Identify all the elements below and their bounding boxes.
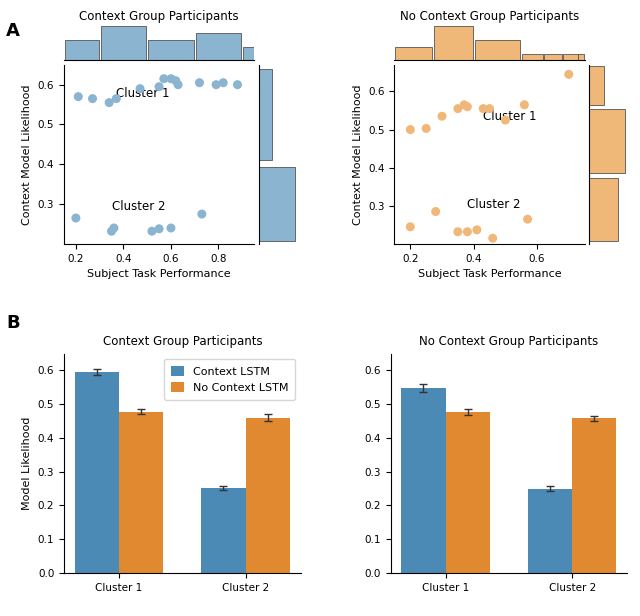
Point	[522, 214, 532, 224]
Bar	[65, 40, 99, 60]
Legend: Context LSTM, No Context LSTM: Context LSTM, No Context LSTM	[164, 359, 295, 400]
Title: No Context Group Participants: No Context Group Participants	[400, 10, 579, 23]
Point	[500, 115, 511, 125]
Point	[431, 206, 441, 216]
Point	[452, 227, 463, 237]
Bar	[445, 412, 490, 573]
Point	[405, 222, 415, 232]
Bar	[433, 26, 473, 60]
Point	[171, 76, 181, 86]
Bar	[475, 40, 520, 60]
Bar	[401, 388, 445, 573]
Bar	[522, 54, 543, 60]
Bar	[396, 47, 431, 60]
Y-axis label: Context Model Likelihood: Context Model Likelihood	[353, 84, 363, 225]
Point	[462, 102, 472, 111]
Point	[88, 94, 98, 103]
Point	[484, 103, 495, 113]
Bar	[202, 488, 246, 573]
Point	[421, 123, 431, 133]
Point	[173, 79, 183, 89]
Bar	[528, 488, 572, 573]
X-axis label: Subject Task Performance: Subject Task Performance	[87, 269, 231, 279]
Bar	[75, 372, 119, 573]
Point	[218, 78, 228, 87]
Point	[405, 124, 415, 134]
Point	[459, 100, 469, 110]
Point	[71, 213, 81, 223]
Bar	[246, 418, 290, 573]
Point	[196, 209, 207, 219]
Title: Context Group Participants: Context Group Participants	[102, 335, 262, 348]
Bar	[148, 40, 193, 60]
Y-axis label: Model Likelihood: Model Likelihood	[22, 416, 32, 510]
Point	[154, 224, 164, 233]
Point	[166, 223, 176, 233]
Text: B: B	[6, 314, 20, 332]
Bar	[589, 67, 604, 105]
Point	[519, 100, 529, 110]
Title: No Context Group Participants: No Context Group Participants	[419, 335, 598, 348]
Point	[211, 79, 221, 89]
Point	[135, 84, 145, 94]
Bar	[589, 110, 625, 172]
Point	[452, 103, 463, 113]
Text: Cluster 2: Cluster 2	[467, 198, 521, 211]
Point	[104, 98, 115, 108]
Text: Cluster 1: Cluster 1	[116, 87, 170, 100]
Point	[166, 74, 176, 84]
Text: Cluster 1: Cluster 1	[483, 110, 537, 123]
Bar	[589, 178, 618, 241]
Point	[488, 233, 498, 243]
Bar	[572, 418, 616, 573]
Point	[472, 225, 482, 235]
Bar	[563, 54, 578, 60]
Title: Context Group Participants: Context Group Participants	[79, 10, 239, 23]
Point	[106, 226, 116, 236]
Point	[232, 79, 243, 89]
Y-axis label: Context Model Likelihood: Context Model Likelihood	[22, 84, 32, 225]
Bar	[196, 33, 241, 60]
Text: A: A	[6, 22, 20, 39]
Bar	[579, 54, 584, 60]
Point	[159, 74, 169, 84]
Point	[73, 92, 83, 102]
Bar	[259, 69, 272, 160]
Bar	[259, 168, 295, 241]
Point	[154, 82, 164, 92]
Text: Cluster 2: Cluster 2	[111, 200, 165, 213]
Point	[111, 94, 122, 103]
Bar	[119, 411, 163, 573]
Bar	[243, 47, 254, 60]
Point	[462, 227, 472, 237]
Point	[564, 70, 574, 79]
Point	[437, 111, 447, 121]
Bar	[544, 54, 562, 60]
Point	[147, 226, 157, 236]
X-axis label: Subject Task Performance: Subject Task Performance	[418, 269, 561, 279]
Bar	[101, 26, 146, 60]
Point	[109, 223, 119, 233]
Point	[195, 78, 205, 87]
Point	[478, 103, 488, 113]
